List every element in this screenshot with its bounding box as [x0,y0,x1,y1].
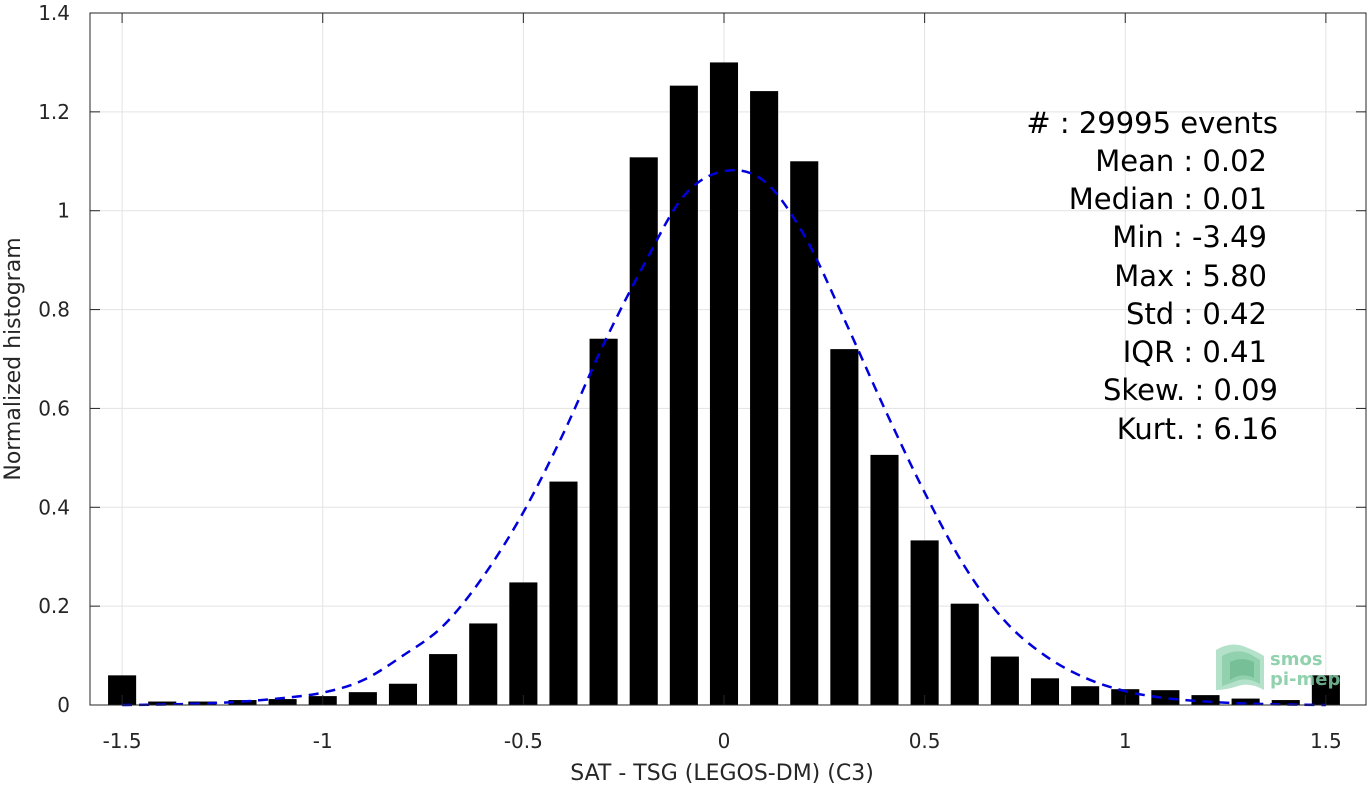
histogram-bar [629,157,658,705]
smos-pimep-logo: smos pi-mep [1216,644,1340,690]
logo-line1: smos [1270,649,1323,670]
x-tick-label: -1.5 [103,729,142,753]
logo-wave-icon [1216,644,1264,690]
y-tick-label: 0.8 [38,298,70,322]
stat-skew: Skew. : 0.09 [1103,373,1278,407]
stat-kurt: Kurt. : 6.16 [1117,412,1278,446]
gaussian-fit-curve [122,168,1326,707]
histogram-bar [910,540,939,705]
y-axis-label: Normalized histogram [1,237,26,480]
stat-std: Std : 0.42 [1126,297,1267,331]
x-tick-label: -1 [313,729,333,753]
x-tick-label: 0.5 [909,729,941,753]
histogram-bar [469,623,498,705]
y-tick-label: 0 [57,693,70,717]
histogram-bar [1231,698,1260,705]
logo-line2: pi-mep [1270,669,1340,690]
x-tick-label: 1 [1119,729,1132,753]
stat-max: Max : 5.80 [1114,259,1267,293]
y-tick-label: 1.4 [38,1,70,25]
histogram-bar [268,699,297,705]
histogram-bar [188,701,217,705]
histogram-bar [950,603,979,705]
histogram-bar [990,656,1019,705]
histogram-bar [1151,690,1180,705]
histogram-bar [830,349,859,705]
y-tick-label: 1 [57,199,70,223]
histogram-bar [509,582,538,705]
x-tick-label: -0.5 [504,729,543,753]
axis-ticks: -1.5 -1 -0.5 0 0.5 1 1.5 0 0.2 0.4 0.6 0.8 1 1.2 1.4 [38,1,1366,753]
histogram-bar [1030,678,1060,705]
histogram-bar [870,454,899,705]
histogram-bar [1271,700,1300,705]
histogram-bar [790,161,819,706]
axes-box [89,12,1367,706]
x-tick-label: 0 [718,729,731,753]
y-tick-label: 1.2 [38,100,70,124]
histogram-bar [429,654,458,705]
stat-events: # : 29995 events [1026,106,1278,140]
y-tick-label: 0.6 [38,396,70,420]
stat-mean: Mean : 0.02 [1095,144,1267,178]
x-axis-label: SAT - TSG (LEGOS-DM) (C3) [570,761,874,785]
stat-min: Min : -3.49 [1112,220,1267,254]
stats-annotation: # : 29995 events Mean : 0.02 Median : 0.… [1026,106,1278,446]
y-tick-label: 0.2 [38,594,70,618]
histogram-bar [669,85,698,705]
histogram-bar [348,692,377,705]
histogram-bar [1191,695,1220,705]
histogram-bar [750,91,779,705]
histogram-bars [108,62,1340,706]
y-tick-label: 0.4 [38,495,70,519]
histogram-bar [549,481,578,705]
x-tick-label: 1.5 [1310,729,1342,753]
histogram-bar [388,683,418,705]
stat-median: Median : 0.01 [1069,182,1267,216]
histogram-bar [589,338,618,705]
histogram-bar [1071,686,1100,705]
stat-iqr: IQR : 0.41 [1123,335,1267,369]
histogram-bar [709,62,739,705]
